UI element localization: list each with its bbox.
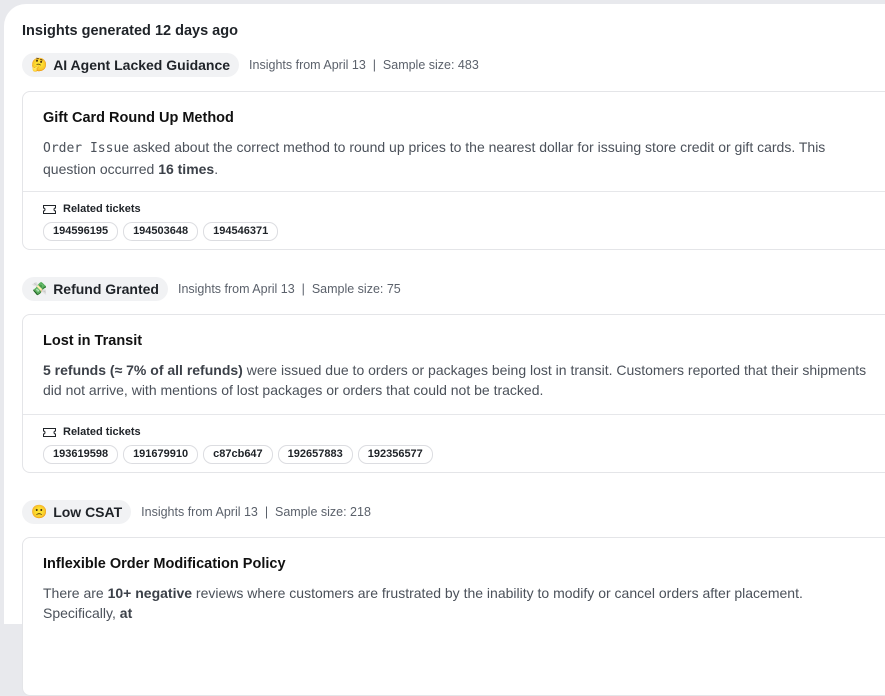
related-tickets-label: Related tickets <box>43 203 141 215</box>
body-text: asked about the correct method to round … <box>43 139 826 177</box>
ticket-chip[interactable]: c87cb647 <box>203 445 273 464</box>
ticket-chip[interactable]: 192356577 <box>357 445 433 464</box>
frowning-face-icon: 🙁 <box>31 504 48 519</box>
ticket-chip[interactable]: 191679910 <box>123 445 199 464</box>
category-pill[interactable]: 🙁 Low CSAT <box>22 500 132 524</box>
category-pill[interactable]: 💸 Refund Granted <box>22 277 168 301</box>
related-label: Related tickets <box>63 426 141 438</box>
ticket-chip[interactable]: 194503648 <box>123 222 199 241</box>
ticket-chip[interactable]: 194596195 <box>43 222 119 241</box>
body-text: were issued due to orders or packages be… <box>43 362 867 398</box>
category-meta: Insights from April 13 | Sample size: 48… <box>249 58 479 72</box>
ticket-icon <box>43 427 56 437</box>
body-end: . <box>214 161 219 177</box>
category-meta: Insights from April 13 | Sample size: 21… <box>141 505 371 519</box>
page-title: Insights generated 12 days ago <box>22 23 238 39</box>
body-bold: at <box>119 605 133 621</box>
insight-title: Gift Card Round Up Method <box>43 110 234 126</box>
body-bold: 10+ negative <box>107 585 193 601</box>
insight-card[interactable]: Inflexible Order Modification Policy The… <box>22 537 885 696</box>
body-bold: 16 times <box>158 161 215 177</box>
related-label: Related tickets <box>63 203 141 215</box>
insight-card[interactable]: Gift Card Round Up Method Order Issue as… <box>22 91 885 250</box>
money-wings-icon: 💸 <box>31 281 48 296</box>
ticket-chip[interactable]: 194546371 <box>203 222 279 241</box>
ticket-list: 193619598 191679910 c87cb647 192657883 1… <box>43 445 433 464</box>
category-meta: Insights from April 13 | Sample size: 75 <box>177 282 401 296</box>
category-header: 🙁 Low CSAT Insights from April 13 | Sampl… <box>22 500 371 524</box>
ticket-chip[interactable]: 193619598 <box>43 445 119 464</box>
divider <box>23 414 885 415</box>
ticket-chip[interactable]: 192657883 <box>277 445 353 464</box>
category-label: Refund Granted <box>53 281 159 297</box>
insight-body: Order Issue asked about the correct meth… <box>43 137 873 179</box>
thinking-face-icon: 🤔 <box>31 57 48 72</box>
insight-body: There are 10+ negative reviews where cus… <box>43 583 873 623</box>
category-label: Low CSAT <box>53 504 123 520</box>
category-header: 🤔 AI Agent Lacked Guidance Insights from … <box>22 53 479 77</box>
insight-card[interactable]: Lost in Transit 5 refunds (≈ 7% of all r… <box>22 314 885 473</box>
related-tickets-label: Related tickets <box>43 426 141 438</box>
insight-body: 5 refunds (≈ 7% of all refunds) were iss… <box>43 360 873 400</box>
category-header: 💸 Refund Granted Insights from April 13 |… <box>22 277 401 301</box>
ticket-list: 194596195 194503648 194546371 <box>43 222 279 241</box>
insights-panel: Insights generated 12 days ago 🤔 AI Agent… <box>4 4 885 696</box>
tag: Order Issue <box>43 141 130 156</box>
insight-title: Inflexible Order Modification Policy <box>43 556 286 572</box>
divider <box>23 191 885 192</box>
category-label: AI Agent Lacked Guidance <box>53 57 231 73</box>
body-bold: 5 refunds (≈ 7% of all refunds) <box>43 362 243 378</box>
ticket-icon <box>43 204 56 214</box>
category-pill[interactable]: 🤔 AI Agent Lacked Guidance <box>22 53 240 77</box>
body-pre: There are <box>43 585 108 601</box>
insight-title: Lost in Transit <box>43 333 143 349</box>
